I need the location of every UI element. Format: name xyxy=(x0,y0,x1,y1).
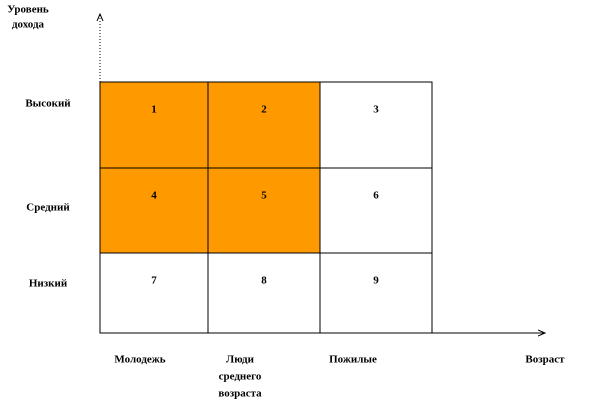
matrix-cell xyxy=(99,252,209,334)
column-label: Люди xyxy=(226,354,255,366)
matrix-cell xyxy=(319,81,433,169)
row-label: Средний xyxy=(26,202,70,214)
matrix-cell xyxy=(319,252,433,334)
y-axis-title: дохода xyxy=(12,19,45,31)
row-label: Низкий xyxy=(29,278,68,290)
matrix-cell xyxy=(207,167,321,254)
x-axis-title: Возраст xyxy=(525,354,565,366)
cell-number: 7 xyxy=(151,275,157,287)
matrix-cell xyxy=(207,81,321,169)
matrix-cell xyxy=(99,167,209,254)
cell-number: 3 xyxy=(373,104,379,116)
column-label: Молодежь xyxy=(114,354,165,366)
column-label: Пожилые xyxy=(329,354,377,366)
cell-number: 1 xyxy=(151,104,157,116)
matrix-cell xyxy=(319,167,433,254)
matrix-cell xyxy=(207,252,321,334)
matrix-cell xyxy=(99,81,209,169)
row-label: Высокий xyxy=(25,98,71,110)
cell-number: 4 xyxy=(151,190,157,202)
cell-number: 8 xyxy=(261,275,267,287)
cell-number: 9 xyxy=(373,275,379,287)
cell-number: 2 xyxy=(261,104,267,116)
cell-number: 5 xyxy=(261,190,267,202)
column-label: возраста xyxy=(218,388,262,400)
y-axis-title: Уровень xyxy=(7,4,49,16)
column-label: среднего xyxy=(219,371,262,383)
cell-number: 6 xyxy=(373,190,379,202)
